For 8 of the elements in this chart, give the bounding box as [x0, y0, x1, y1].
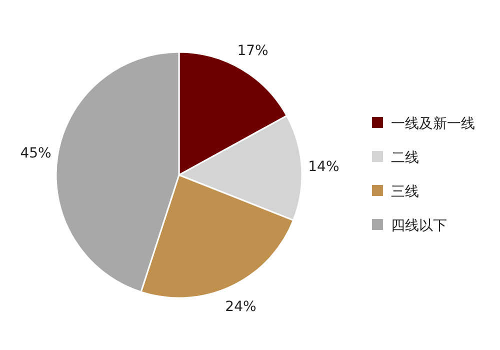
data-label: 45%: [20, 145, 52, 162]
legend-label: 四线以下: [391, 218, 447, 234]
legend-label: 三线: [391, 184, 419, 200]
legend-label: 一线及新一线: [391, 116, 475, 132]
data-label: 24%: [225, 299, 256, 316]
data-label: 14%: [308, 158, 340, 175]
legend-label: 二线: [391, 150, 419, 166]
data-label: 17%: [237, 43, 268, 60]
